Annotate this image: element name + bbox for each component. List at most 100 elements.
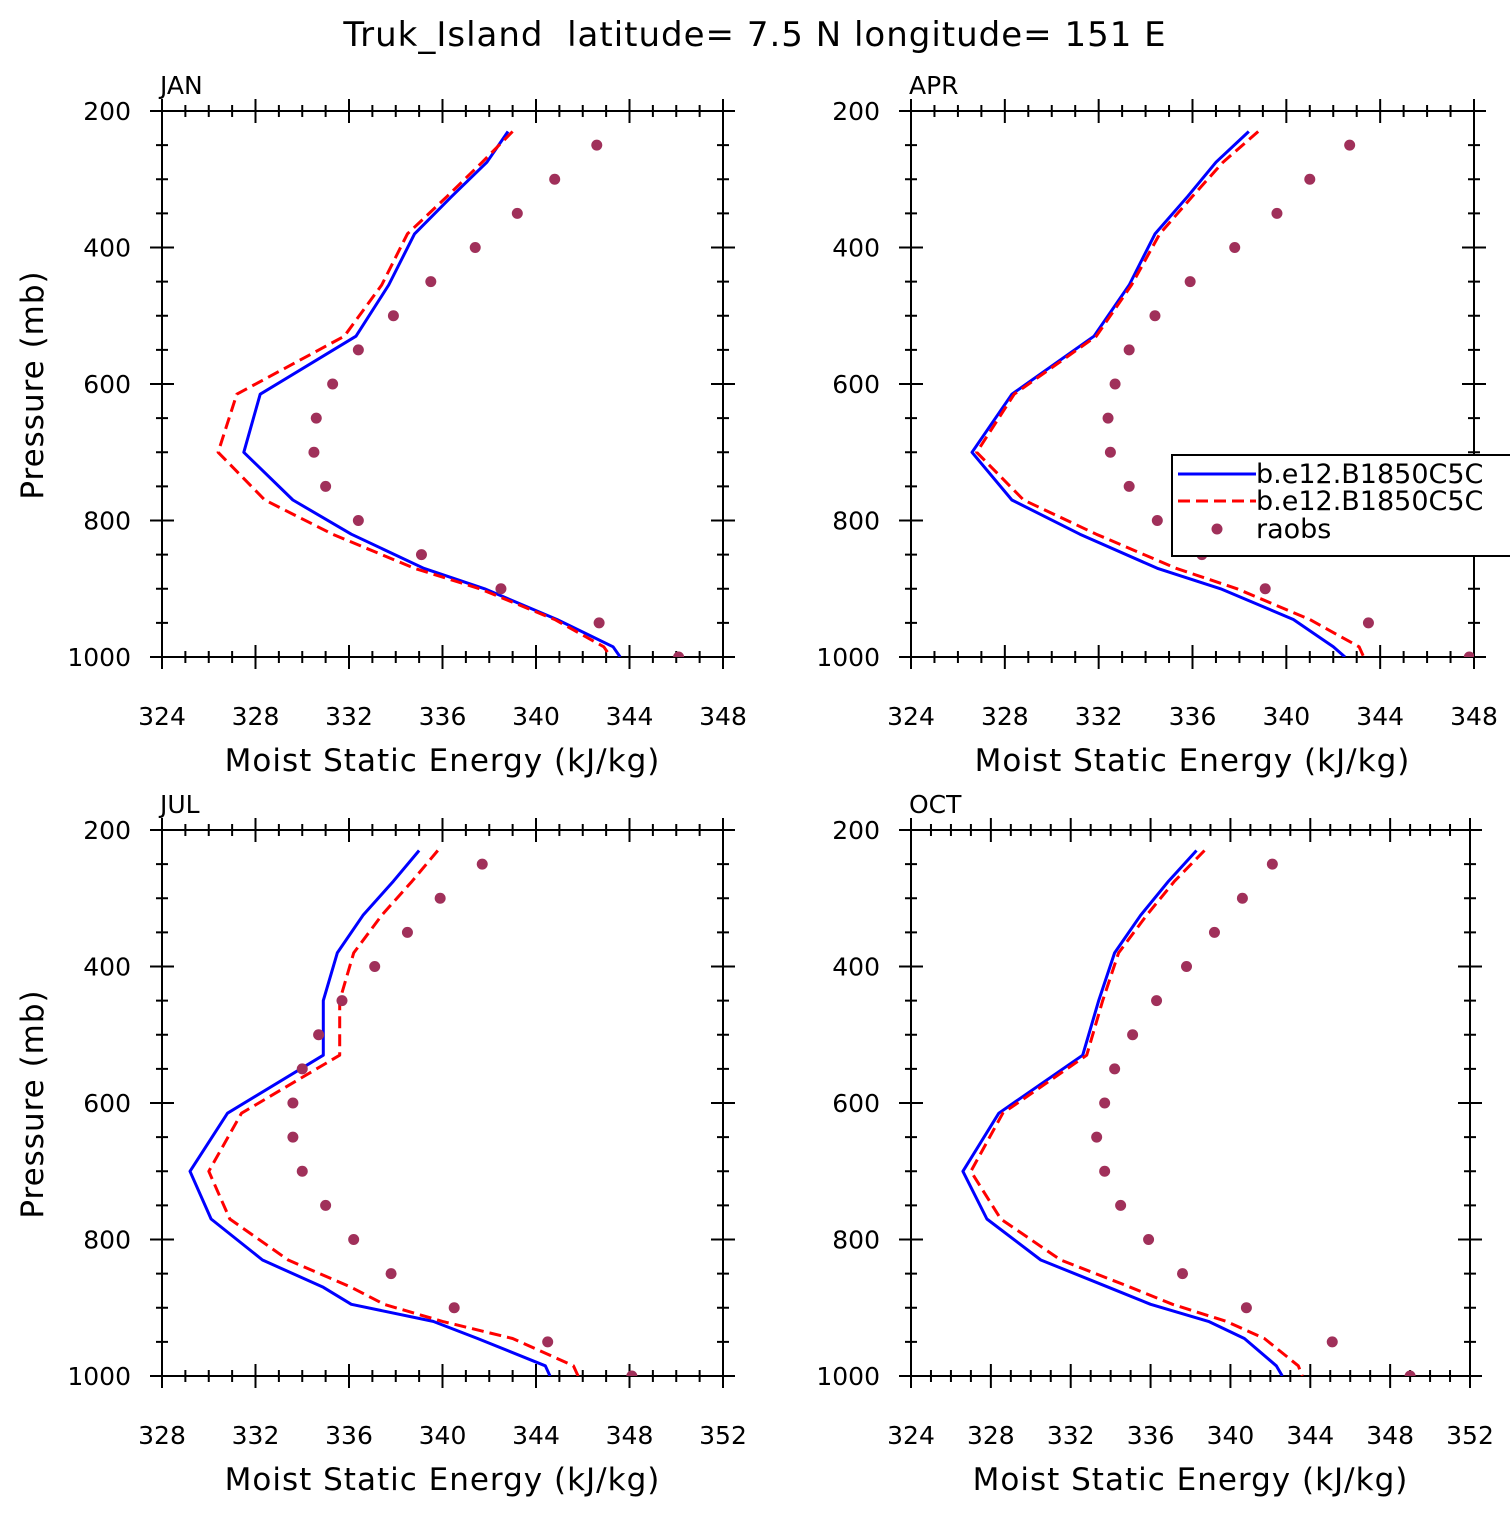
- panel-title: OCT: [909, 790, 962, 819]
- legend-box: [1171, 454, 1510, 557]
- raobs-point: [1344, 139, 1356, 151]
- y-tick-label: 1000: [816, 643, 880, 672]
- raobs-point: [1463, 651, 1474, 657]
- y-axis-label: Pressure (mb): [15, 989, 51, 1218]
- raobs-point: [1151, 515, 1163, 526]
- raobs-point: [1151, 995, 1163, 1007]
- x-tick-label: 340: [512, 702, 560, 731]
- x-axis-label: Moist Static Energy (kJ/kg): [975, 743, 1411, 779]
- x-tick-label: 324: [887, 702, 935, 731]
- x-tick-label: 336: [1127, 1421, 1175, 1450]
- y-tick-label: 600: [83, 1089, 131, 1118]
- x-tick-label: 332: [232, 1421, 280, 1450]
- y-tick-label: 800: [83, 1226, 131, 1255]
- y-tick-label: 400: [832, 953, 880, 982]
- y-tick-label: 400: [832, 234, 880, 263]
- x-tick-label: 324: [887, 1421, 935, 1450]
- plot-area: [970, 130, 1474, 657]
- raobs-point: [1099, 1165, 1111, 1177]
- x-tick-label: 344: [512, 1421, 560, 1450]
- raobs-point: [1123, 480, 1135, 492]
- y-tick-label: 400: [83, 953, 131, 982]
- raobs-point: [1099, 1097, 1111, 1109]
- y-tick-label: 800: [832, 1226, 880, 1255]
- y-tick-label: 1000: [67, 1362, 131, 1391]
- x-tick-label: 340: [1207, 1421, 1255, 1450]
- raobs-point: [495, 583, 507, 595]
- raobs-point: [287, 1131, 299, 1143]
- raobs-point: [626, 1370, 638, 1376]
- raobs-point: [348, 1234, 360, 1245]
- x-tick-label: 348: [1366, 1421, 1414, 1450]
- x-tick-label: 328: [138, 1421, 186, 1450]
- raobs-point: [448, 1302, 460, 1314]
- raobs-point: [1091, 1131, 1103, 1143]
- x-tick-label: 336: [1169, 702, 1217, 731]
- raobs-point: [336, 995, 348, 1007]
- raobs-point: [1271, 207, 1283, 219]
- x-tick-label: 348: [699, 702, 747, 731]
- x-tick-label: 328: [981, 702, 1029, 731]
- x-tick-label: 340: [419, 1421, 467, 1450]
- raobs-point: [1404, 1370, 1416, 1376]
- raobs-point: [308, 446, 320, 458]
- plot-area: [961, 849, 1416, 1376]
- raobs-point: [434, 892, 446, 904]
- series-line-dashed: [969, 849, 1304, 1376]
- y-tick-label: 600: [832, 370, 880, 399]
- raobs-point: [1109, 378, 1121, 390]
- x-tick-label: 328: [232, 702, 280, 731]
- raobs-point: [1208, 926, 1220, 938]
- raobs-point: [415, 549, 427, 561]
- y-tick-label: 400: [83, 234, 131, 263]
- x-tick-label: 336: [325, 1421, 373, 1450]
- x-tick-label: 324: [138, 702, 186, 731]
- raobs-point: [352, 344, 364, 356]
- raobs-point: [1240, 1302, 1252, 1314]
- y-tick-label: 1000: [816, 1362, 880, 1391]
- series-line-solid: [970, 130, 1346, 657]
- raobs-point: [313, 1029, 325, 1041]
- series-line-solid: [188, 849, 552, 1376]
- raobs-point: [425, 276, 437, 288]
- raobs-point: [1104, 446, 1116, 458]
- series-line-dashed: [216, 130, 613, 657]
- panel-title: JUL: [158, 790, 200, 819]
- raobs-point: [296, 1165, 308, 1177]
- raobs-point: [1115, 1199, 1127, 1211]
- x-tick-label: 344: [606, 702, 654, 731]
- panel-jul: JUL 328 332 336 340 344 348 352 200 400 600 800 1000…: [15, 790, 747, 1498]
- raobs-point: [1123, 344, 1135, 356]
- raobs-point: [1184, 276, 1196, 288]
- raobs-point: [1102, 412, 1114, 424]
- raobs-point: [549, 173, 561, 185]
- raobs-point: [1109, 1063, 1121, 1075]
- y-tick-label: 600: [83, 370, 131, 399]
- raobs-point: [327, 378, 339, 390]
- y-tick-label: 800: [83, 507, 131, 536]
- raobs-point: [320, 1199, 332, 1211]
- panel-apr: APR 324 328 332 336 340 344 348 200 400 600 800 1000…: [816, 71, 1497, 779]
- x-axis-label: Moist Static Energy (kJ/kg): [225, 743, 661, 779]
- x-tick-label: 352: [1446, 1421, 1494, 1450]
- x-tick-label: 344: [1286, 1421, 1334, 1450]
- x-tick-label: 332: [1075, 702, 1123, 731]
- x-tick-label: 336: [419, 702, 467, 731]
- panel-jan: JAN 324 328 332 336 340 344 348 200 400 600 800 1000…: [15, 71, 747, 779]
- legend-swatch-points: [1211, 523, 1223, 535]
- legend-label: b.e12.B1850C5C: [1256, 459, 1483, 490]
- raobs-point: [476, 858, 488, 870]
- raobs-point: [401, 926, 413, 938]
- plot-area: [188, 849, 638, 1376]
- raobs-point: [1304, 173, 1316, 185]
- raobs-point: [673, 651, 685, 657]
- raobs-point: [1326, 1336, 1338, 1348]
- raobs-point: [469, 242, 481, 253]
- x-tick-label: 348: [1450, 702, 1498, 731]
- y-tick-label: 600: [832, 1089, 880, 1118]
- raobs-point: [320, 480, 332, 492]
- raobs-point: [1259, 583, 1271, 595]
- raobs-point: [352, 515, 364, 526]
